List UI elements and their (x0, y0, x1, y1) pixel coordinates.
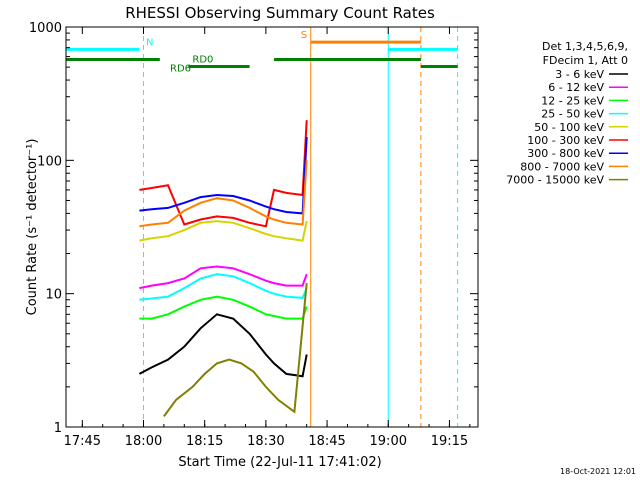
series-line-4 (139, 220, 308, 242)
legend-header-line-1: Det 1,3,4,5,6,9, (542, 40, 628, 53)
legend: Det 1,3,4,5,6,9, FDecim 1, Att 0 3 - 6 k… (506, 40, 628, 187)
x-tick-label-4: 18:45 (308, 434, 345, 449)
x-axis-ticks: 17:45 18:00 18:15 18:30 18:45 19:00 19:15 (64, 27, 471, 449)
x-tick-label-6: 19:15 (431, 434, 468, 449)
legend-label-0: 3 - 6 keV (555, 68, 604, 81)
plot-frame (65, 26, 479, 428)
legend-label-1: 6 - 12 keV (548, 81, 604, 94)
annotation-label-0: N (146, 37, 153, 48)
x-tick-label-1: 18:00 (125, 434, 162, 449)
legend-label-8: 7000 - 15000 keV (506, 174, 604, 187)
series-line-0 (138, 313, 308, 378)
annotation-label-3: RD0 (192, 55, 213, 66)
legend-label-4: 50 - 100 keV (534, 121, 604, 134)
x-tick-label-5: 19:00 (370, 434, 407, 449)
legend-label-5: 100 - 300 keV (527, 134, 604, 147)
annotation-label-2: S (301, 30, 307, 41)
legend-label-7: 800 - 7000 keV (520, 160, 604, 173)
series-line-3 (139, 273, 308, 301)
series-line-6 (139, 136, 308, 215)
annotation-label-4: RD6 (170, 64, 191, 75)
y-tick-label-0: 1 (54, 421, 62, 436)
legend-label-3: 25 - 50 keV (541, 108, 604, 121)
y-tick-label-2: 100 (37, 154, 62, 169)
x-tick-label-3: 18:30 (247, 434, 284, 449)
y-tick-label-3: 1000 (29, 21, 62, 36)
chart-title: RHESSI Observing Summary Count Rates (125, 4, 435, 22)
series-line-5 (139, 120, 308, 228)
series-line-7 (139, 160, 308, 228)
legend-header-line-2: FDecim 1, Att 0 (543, 54, 628, 67)
legend-label-6: 300 - 800 keV (527, 147, 604, 160)
legend-label-2: 12 - 25 keV (541, 94, 604, 107)
series-line-1 (139, 265, 308, 290)
y-tick-label-1: 10 (45, 288, 62, 303)
y-axis-label: Count Rate (s⁻¹ detector⁻¹) (25, 139, 40, 316)
y-axis-ticks: 1 10 100 1000 (29, 21, 478, 436)
x-tick-label-2: 18:15 (186, 434, 223, 449)
generation-timestamp: 18-Oct-2021 12:01 (560, 467, 636, 476)
x-tick-label-0: 17:45 (64, 434, 101, 449)
series-line-2 (139, 295, 308, 320)
x-axis-label: Start Time (22-Jul-11 17:41:02) (178, 455, 381, 470)
series-line-8 (163, 283, 308, 417)
